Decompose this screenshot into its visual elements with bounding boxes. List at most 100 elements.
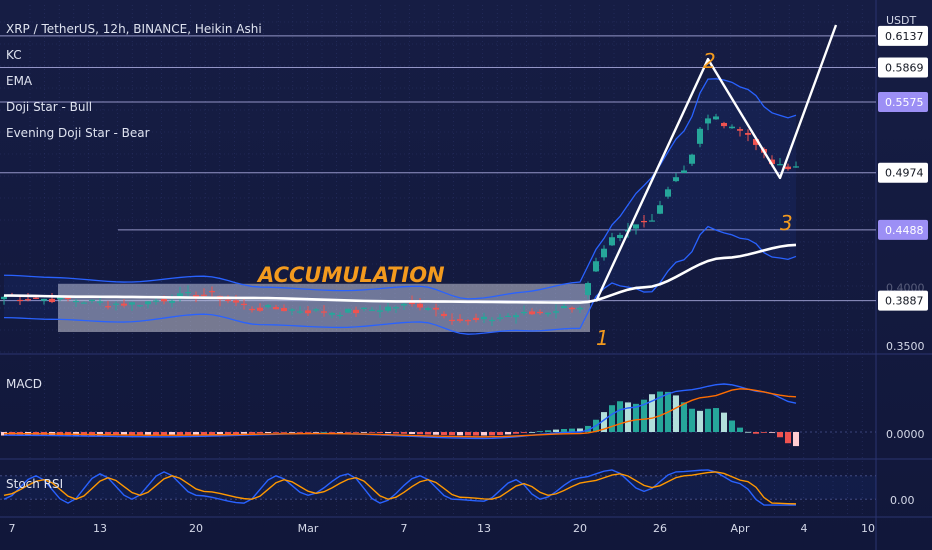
candle-body [577, 307, 583, 310]
signal-line [3, 388, 797, 438]
macd-histogram-bar [489, 432, 495, 436]
indicator-doji-bear[interactable]: Evening Doji Star - Bear [6, 126, 150, 140]
macd-histogram-bar [761, 432, 767, 433]
candle-body [369, 309, 375, 311]
macd-histogram-bar [793, 432, 799, 447]
macd-histogram-bar [633, 403, 639, 432]
macd-histogram-bar [465, 432, 471, 436]
macd-histogram-bar [273, 432, 279, 433]
candle-body [561, 306, 567, 309]
macd-histogram-bar [161, 432, 167, 436]
macd-histogram-bar [577, 428, 583, 432]
stoch-zero-label: 0.00 [890, 494, 915, 507]
price-label-text: 0.4488 [885, 224, 924, 237]
macd-histogram-bar [209, 432, 215, 435]
macd-histogram-bar [129, 432, 135, 436]
macd-histogram-bar [337, 432, 343, 433]
candles [1, 113, 799, 326]
candle-body [313, 309, 319, 311]
candle-body [705, 118, 711, 124]
macd-histogram-bar [777, 432, 783, 438]
macd-histogram-bar [249, 432, 255, 434]
stoch-k-line [3, 469, 796, 506]
x-tick-label: 13 [93, 522, 107, 535]
candle-body [409, 302, 415, 305]
candle-body [393, 307, 399, 309]
candle-body [297, 311, 303, 313]
accumulation-annotation: ACCUMULATION [256, 263, 445, 287]
candle-body [521, 311, 527, 314]
macd-histogram-bar [217, 432, 223, 435]
indicator-ema[interactable]: EMA [6, 74, 33, 88]
macd-histogram-bar [105, 432, 111, 436]
macd-histogram-bar [697, 410, 703, 432]
candle-body [17, 299, 23, 302]
x-tick-label: 13 [477, 522, 491, 535]
macd-histogram-bar [241, 432, 247, 434]
indicator-doji-bull[interactable]: Doji Star - Bull [6, 100, 92, 114]
candle-body [113, 303, 119, 305]
axes: 7 13 20 Mar 7 13 20 26 Apr 4 10 0.4000 0.3500 [9, 281, 925, 535]
candle-body [617, 234, 623, 239]
candle-body [553, 311, 559, 313]
candle-body [601, 248, 607, 258]
candle-body [633, 224, 639, 229]
macd-histogram-bar [265, 432, 271, 433]
macd-histogram-bar [569, 428, 575, 432]
candle-body [33, 297, 39, 299]
price-label-box [878, 25, 928, 46]
macd-histogram-bar [721, 412, 727, 432]
wave-2-label: 2 [703, 49, 716, 73]
candle-body [65, 297, 71, 300]
candle-body [281, 308, 287, 312]
candle-body [385, 306, 391, 311]
candle-body [345, 308, 351, 313]
macd-histogram-bar [785, 432, 791, 444]
ema-polyline [3, 243, 797, 304]
macd-histogram-bar [545, 430, 551, 432]
x-tick-label: Mar [298, 522, 319, 535]
candle-body [97, 301, 103, 303]
macd-histogram-bar [385, 432, 391, 434]
keltner-lower [3, 225, 797, 335]
candle-body [121, 303, 127, 306]
macd-histogram-bar [505, 432, 511, 435]
macd-histogram-bar [345, 432, 351, 433]
candle-body [1, 296, 7, 300]
macd-histogram-bar [321, 432, 327, 433]
candle-body [641, 220, 647, 223]
candle-body [697, 128, 703, 144]
macd-histogram-bar [537, 431, 543, 432]
macd-histogram-bar [617, 401, 623, 432]
stoch-label[interactable]: Stoch RSI [6, 477, 63, 491]
macd-histogram-bar [609, 405, 615, 432]
macd-histogram-bar [121, 432, 127, 436]
candle-body [769, 159, 775, 165]
macd-histogram-bar [257, 432, 263, 434]
candle-body [137, 305, 143, 307]
macd-label[interactable]: MACD [6, 377, 42, 391]
indicator-kc[interactable]: KC [6, 48, 22, 62]
macd-histogram-bar [401, 432, 407, 434]
candle-body [105, 306, 111, 308]
macd-histogram-bar [705, 408, 711, 432]
candle-body [289, 309, 295, 311]
candle-body [329, 312, 335, 315]
candle-body [377, 310, 383, 312]
macd-histogram-bar [737, 427, 743, 432]
macd-histogram-bar [481, 432, 487, 436]
candle-body [41, 298, 47, 301]
candle-body [753, 139, 759, 145]
macd-histogram-bar [329, 432, 335, 433]
macd-histogram-bar [601, 412, 607, 432]
candle-body [713, 116, 719, 120]
macd-histogram-bar [89, 432, 95, 436]
candle-body [513, 315, 519, 318]
price-label-box [878, 92, 928, 113]
symbol-title: XRP / TetherUS, 12h, BINANCE, Heikin Ash… [6, 22, 262, 36]
macd-histogram-bar [769, 432, 775, 433]
wave-3-label: 3 [780, 211, 793, 235]
candle-body [689, 154, 695, 164]
x-tick-label: 7 [401, 522, 408, 535]
price-label-box [878, 219, 928, 240]
